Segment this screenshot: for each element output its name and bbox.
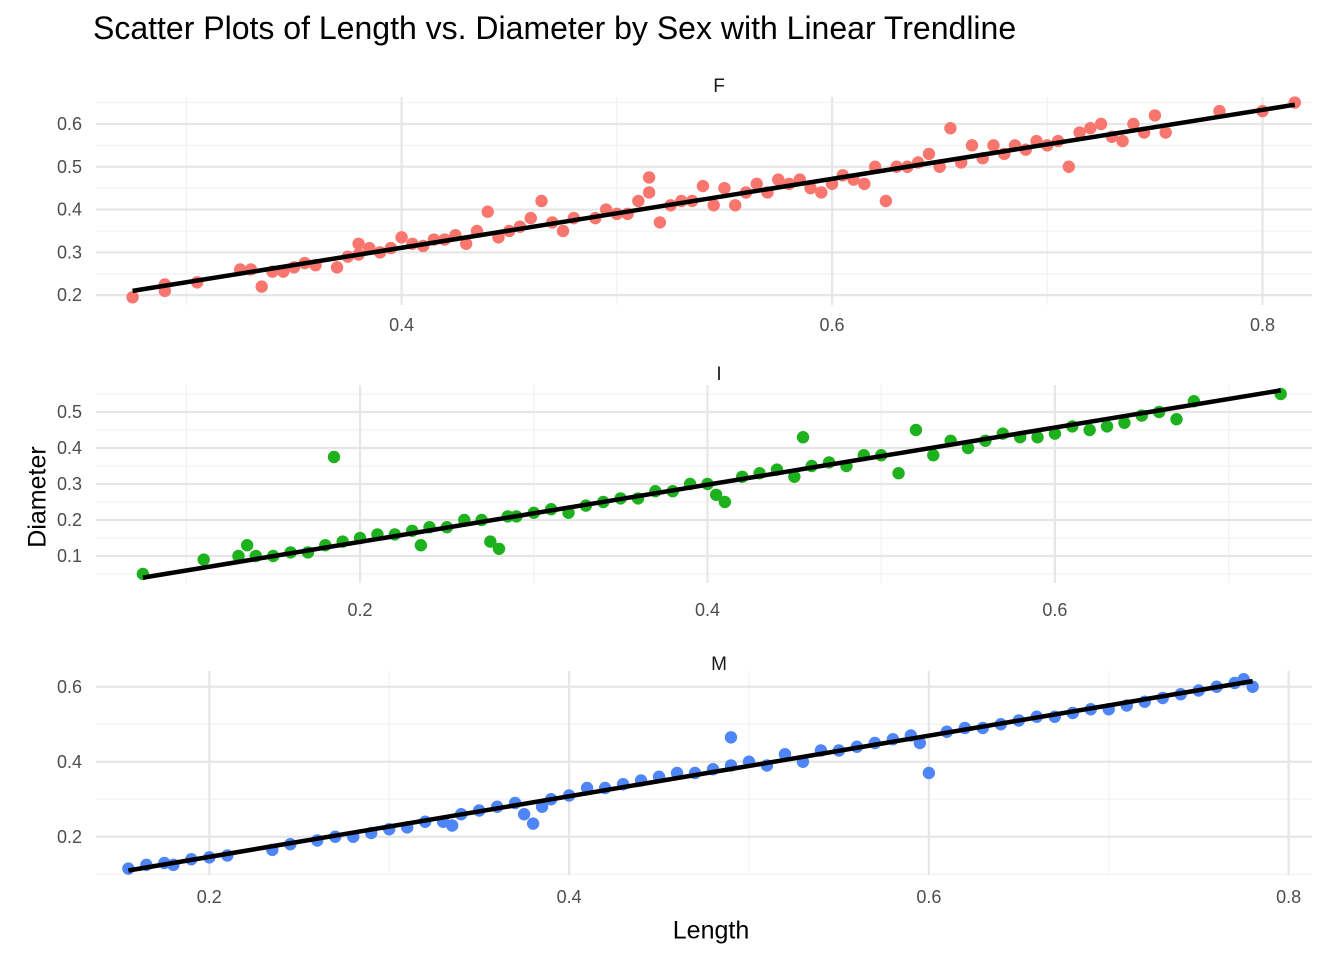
- x-tick-label: 0.6: [1042, 600, 1067, 620]
- data-point: [709, 488, 723, 501]
- x-axis-title: Length: [672, 916, 750, 945]
- y-tick-label: 0.4: [57, 752, 82, 772]
- y-tick-label: 0.2: [57, 827, 82, 847]
- data-point: [696, 179, 710, 193]
- data-point: [414, 539, 428, 552]
- facet-strip-label: M: [711, 654, 727, 675]
- trendline: [132, 102, 1296, 294]
- data-point: [1062, 160, 1076, 173]
- data-point: [459, 237, 473, 250]
- data-point: [526, 817, 540, 830]
- chart-title: Scatter Plots of Length vs. Diameter by …: [93, 10, 1017, 46]
- data-point: [922, 147, 936, 161]
- data-point: [535, 194, 548, 208]
- y-tick-label: 0.3: [57, 242, 82, 262]
- x-tick-label: 0.6: [820, 315, 845, 335]
- data-point: [1084, 122, 1097, 135]
- data-point: [535, 800, 549, 813]
- y-tick-label: 0.1: [57, 546, 82, 566]
- facet-M: M 0.2 0.4 0.6 0.8 0.2 0.4 0.6: [57, 654, 1312, 907]
- data-point: [729, 199, 742, 212]
- data-point: [1148, 109, 1162, 122]
- data-point: [1048, 427, 1062, 440]
- data-point: [879, 194, 893, 208]
- data-point: [1094, 117, 1108, 131]
- data-point: [395, 231, 408, 244]
- data-point: [556, 224, 570, 238]
- data-point: [642, 186, 656, 199]
- data-point: [1118, 416, 1131, 429]
- data-point: [927, 449, 940, 462]
- data-point: [724, 731, 738, 744]
- data-point: [484, 535, 497, 548]
- data-point: [944, 122, 957, 135]
- data-point: [642, 171, 656, 184]
- x-tick-label: 0.2: [197, 887, 222, 907]
- data-point: [481, 205, 494, 218]
- y-tick-label: 0.6: [57, 677, 82, 697]
- data-point: [632, 194, 645, 208]
- trendline: [142, 388, 1282, 580]
- data-point: [815, 186, 828, 199]
- x-tick-label: 0.4: [389, 315, 414, 335]
- data-point: [922, 766, 936, 780]
- data-point: [804, 181, 817, 195]
- data-point: [197, 553, 210, 566]
- data-point: [1127, 117, 1140, 131]
- data-point: [718, 181, 731, 195]
- x-tick-label: 0.8: [1250, 315, 1275, 335]
- x-tick-label: 0.8: [1276, 887, 1301, 907]
- y-tick-label: 0.4: [57, 438, 82, 458]
- y-axis-title: Diameter: [23, 446, 52, 548]
- data-point: [1116, 134, 1129, 148]
- data-point: [1073, 126, 1086, 139]
- data-point: [1159, 126, 1172, 139]
- y-tick-label: 0.5: [57, 157, 82, 177]
- facet-I: I 0.2 0.4 0.6 0.1 0.2 0.3 0.4 0.5: [57, 364, 1312, 620]
- y-tick-label: 0.2: [57, 510, 82, 530]
- data-point: [1100, 420, 1114, 433]
- data-point: [772, 173, 785, 186]
- data-point: [327, 450, 341, 464]
- facet-F: F 0.4 0.6 0.8 0.2 0.3 0.4 0.5 0.6: [57, 76, 1312, 335]
- data-point: [892, 467, 905, 480]
- data-point: [987, 139, 1000, 152]
- x-tick-label: 0.2: [348, 600, 373, 620]
- x-tick-label: 0.4: [695, 600, 720, 620]
- data-point: [1083, 423, 1096, 437]
- y-tick-label: 0.2: [57, 285, 82, 305]
- data-point: [707, 199, 720, 212]
- data-point: [492, 542, 506, 555]
- data-point: [965, 139, 979, 152]
- data-point: [909, 423, 923, 437]
- y-tick-label: 0.5: [57, 402, 82, 422]
- x-tick-label: 0.4: [557, 887, 582, 907]
- data-point: [524, 211, 537, 225]
- data-point: [445, 819, 459, 832]
- y-tick-label: 0.3: [57, 474, 82, 494]
- data-point: [1170, 413, 1183, 426]
- data-point: [788, 470, 801, 483]
- facet-strip-label: I: [716, 364, 721, 385]
- data-point: [796, 431, 810, 444]
- data-point: [858, 177, 871, 191]
- data-point: [352, 237, 365, 250]
- facet-strip-label: F: [713, 76, 725, 97]
- trendline: [128, 678, 1254, 873]
- x-tick-label: 0.6: [916, 887, 941, 907]
- data-point: [961, 441, 975, 455]
- data-point: [653, 216, 667, 229]
- data-point: [255, 280, 268, 293]
- y-tick-label: 0.4: [57, 200, 82, 220]
- data-point: [750, 177, 763, 191]
- data-point: [718, 495, 732, 509]
- data-point: [1031, 431, 1044, 444]
- data-point: [240, 539, 254, 552]
- data-point: [126, 291, 139, 304]
- data-point: [517, 808, 531, 821]
- data-point: [330, 261, 344, 274]
- y-tick-label: 0.6: [57, 114, 82, 134]
